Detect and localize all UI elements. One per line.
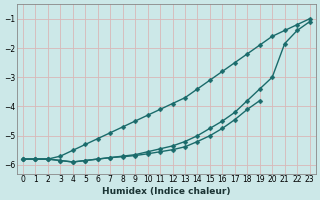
X-axis label: Humidex (Indice chaleur): Humidex (Indice chaleur) bbox=[102, 187, 231, 196]
